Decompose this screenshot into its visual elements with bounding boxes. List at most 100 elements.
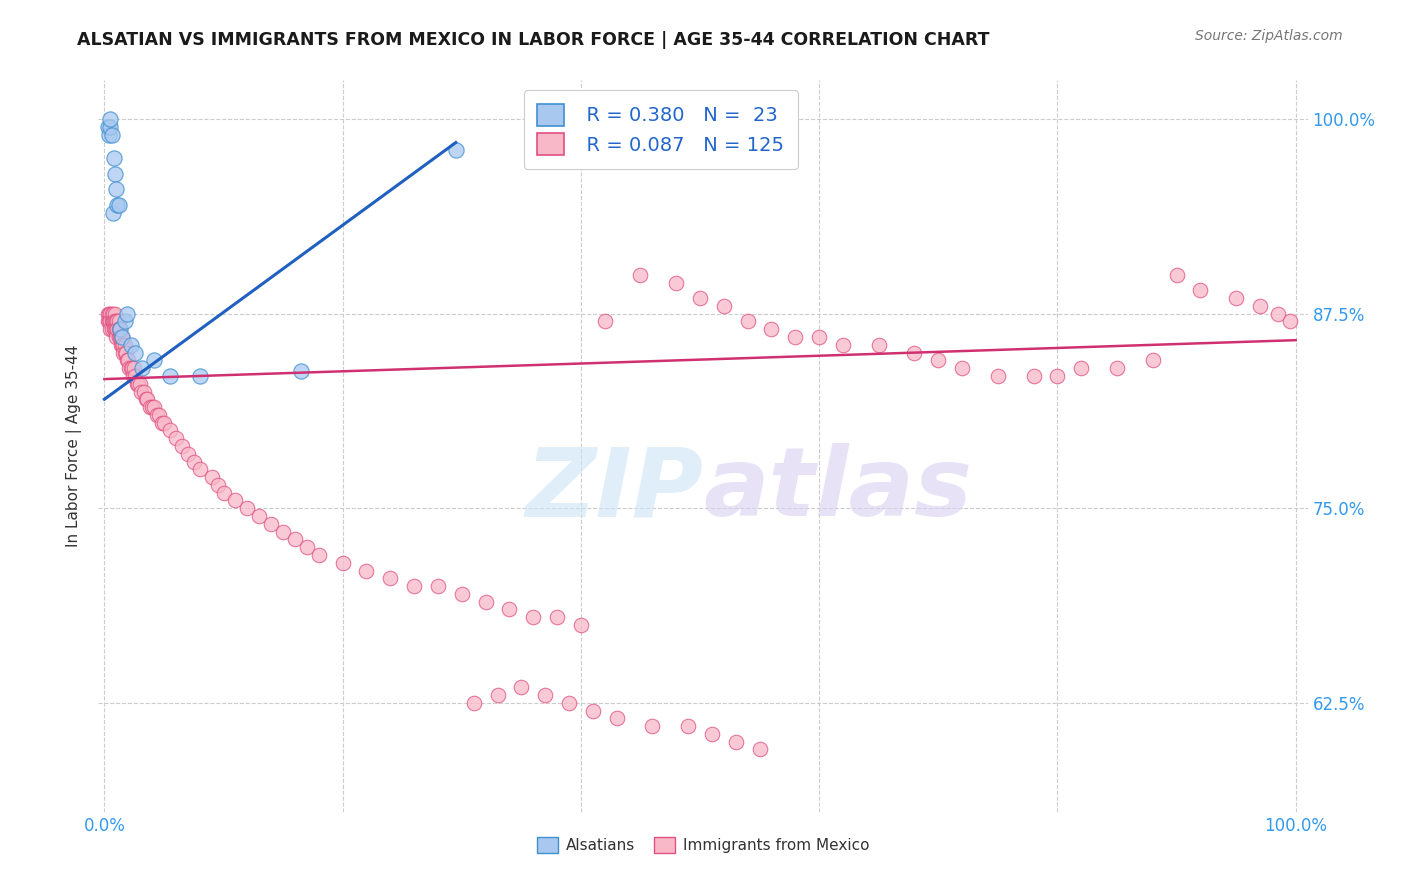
Point bbox=[105, 322, 128, 336]
Point bbox=[450, 587, 472, 601]
Point bbox=[107, 198, 129, 212]
Point bbox=[97, 307, 120, 321]
Point bbox=[1249, 299, 1271, 313]
Point bbox=[153, 416, 176, 430]
Point bbox=[124, 345, 146, 359]
Point bbox=[107, 314, 129, 328]
Point bbox=[593, 314, 616, 328]
Point bbox=[1166, 268, 1188, 282]
Point bbox=[1142, 353, 1164, 368]
Point bbox=[98, 307, 121, 321]
Point bbox=[808, 330, 831, 344]
Point bbox=[100, 307, 122, 321]
Point bbox=[108, 330, 131, 344]
Point bbox=[103, 322, 125, 336]
Point bbox=[1225, 291, 1247, 305]
Point bbox=[295, 540, 318, 554]
Point bbox=[104, 307, 127, 321]
Point bbox=[188, 368, 211, 383]
Point bbox=[177, 447, 200, 461]
Point bbox=[103, 314, 125, 328]
Point bbox=[143, 400, 166, 414]
Point bbox=[207, 478, 229, 492]
Point bbox=[546, 610, 568, 624]
Point bbox=[641, 719, 664, 733]
Point bbox=[165, 431, 187, 445]
Point bbox=[98, 120, 121, 134]
Point bbox=[111, 330, 134, 344]
Point bbox=[463, 696, 485, 710]
Point bbox=[110, 338, 132, 352]
Point bbox=[486, 688, 509, 702]
Point bbox=[107, 322, 129, 336]
Point bbox=[127, 376, 149, 391]
Point bbox=[236, 501, 259, 516]
Point bbox=[927, 353, 949, 368]
Point bbox=[98, 128, 121, 142]
Point bbox=[284, 533, 307, 547]
Point bbox=[630, 268, 652, 282]
Point bbox=[104, 322, 127, 336]
Point bbox=[444, 144, 467, 158]
Point bbox=[200, 470, 222, 484]
Point bbox=[100, 322, 122, 336]
Point bbox=[103, 151, 125, 165]
Point bbox=[148, 408, 170, 422]
Point bbox=[105, 182, 128, 196]
Point bbox=[1267, 307, 1289, 321]
Point bbox=[98, 322, 121, 336]
Point bbox=[101, 314, 124, 328]
Point bbox=[987, 368, 1010, 383]
Point bbox=[188, 462, 211, 476]
Point bbox=[1189, 284, 1212, 298]
Point bbox=[136, 392, 159, 407]
Point bbox=[676, 719, 699, 733]
Point bbox=[129, 376, 152, 391]
Point bbox=[150, 416, 173, 430]
Point bbox=[114, 338, 136, 352]
Point bbox=[356, 564, 378, 578]
Point bbox=[510, 680, 533, 694]
Point bbox=[114, 314, 136, 328]
Point bbox=[170, 439, 193, 453]
Y-axis label: In Labor Force | Age 35-44: In Labor Force | Age 35-44 bbox=[66, 345, 83, 547]
Point bbox=[785, 330, 807, 344]
Point bbox=[522, 610, 544, 624]
Point bbox=[120, 338, 142, 352]
Point bbox=[98, 314, 121, 328]
Point bbox=[131, 384, 153, 399]
Point bbox=[606, 711, 628, 725]
Point bbox=[121, 361, 143, 376]
Point bbox=[108, 322, 131, 336]
Point bbox=[950, 361, 973, 376]
Point bbox=[125, 376, 148, 391]
Point bbox=[1022, 368, 1045, 383]
Point bbox=[308, 548, 330, 562]
Point bbox=[534, 688, 557, 702]
Point bbox=[689, 291, 711, 305]
Point bbox=[98, 112, 121, 127]
Point bbox=[260, 516, 283, 531]
Point bbox=[761, 322, 783, 336]
Point bbox=[107, 330, 129, 344]
Legend: Alsatians, Immigrants from Mexico: Alsatians, Immigrants from Mexico bbox=[531, 830, 875, 859]
Point bbox=[143, 353, 166, 368]
Point bbox=[98, 307, 121, 321]
Point bbox=[114, 345, 136, 359]
Point bbox=[1046, 368, 1069, 383]
Point bbox=[98, 314, 121, 328]
Point bbox=[100, 314, 122, 328]
Point bbox=[101, 314, 124, 328]
Point bbox=[737, 314, 759, 328]
Point bbox=[135, 392, 157, 407]
Point bbox=[115, 307, 138, 321]
Text: atlas: atlas bbox=[703, 443, 972, 536]
Point bbox=[713, 299, 735, 313]
Point bbox=[271, 524, 294, 539]
Point bbox=[117, 353, 139, 368]
Point bbox=[112, 338, 135, 352]
Point bbox=[101, 205, 124, 219]
Point bbox=[141, 400, 163, 414]
Point bbox=[498, 602, 520, 616]
Point bbox=[107, 314, 129, 328]
